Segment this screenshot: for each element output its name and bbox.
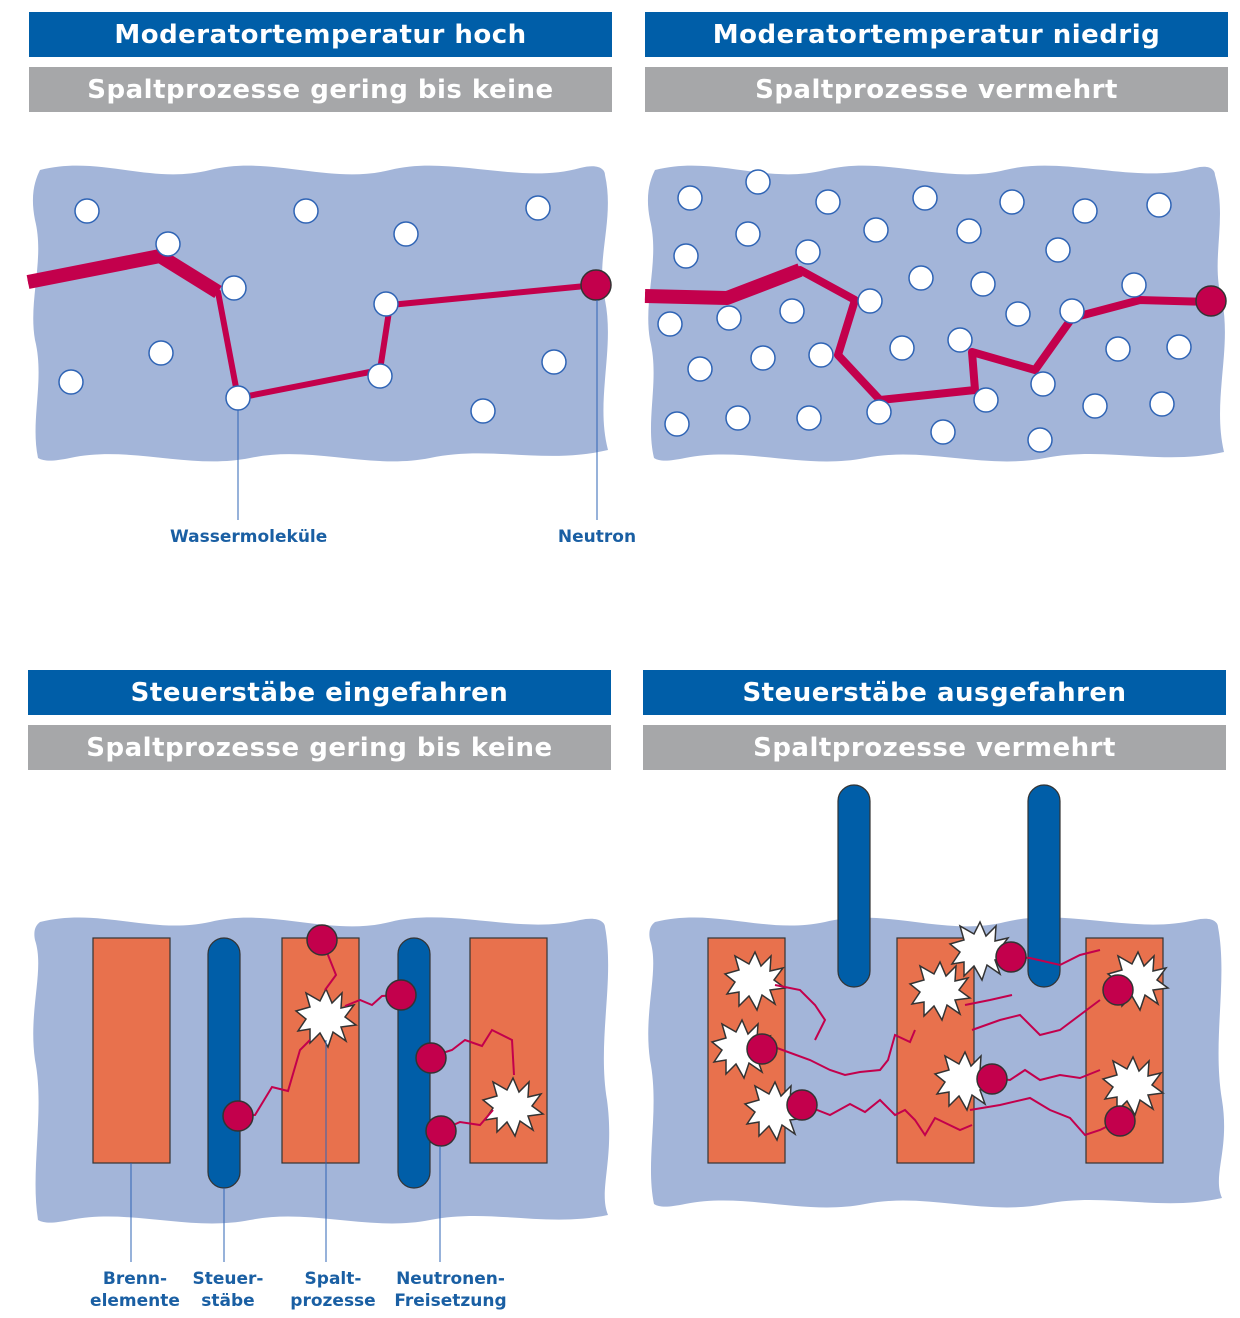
label-fission-line-2: prozesse [290, 1291, 376, 1311]
panel-title-top-right: Moderatortemperatur niedrig [645, 12, 1228, 57]
water-molecules-top-left [58, 195, 567, 424]
leader-lines-bottom-left [130, 1040, 441, 1262]
label-rods-line-2: stäbe [201, 1291, 255, 1311]
panel-subtitle-top-right: Spaltprozesse vermehrt [645, 67, 1228, 112]
control-rod [837, 784, 871, 988]
label-neutron-release: Neutronen- Freisetzung [388, 1268, 513, 1312]
control-rod [207, 937, 241, 1189]
neutrons-bottom-left [222, 924, 457, 1147]
label-release-line-2: Freisetzung [394, 1291, 507, 1311]
panel-subtitle-bottom-left: Spaltprozesse gering bis keine [28, 725, 611, 770]
fuel-element [469, 937, 548, 1164]
panel-title-bottom-left: Steuerstäbe eingefahren [28, 670, 611, 715]
label-neutron: Neutron [557, 527, 637, 547]
water-molecules-top-right [657, 169, 1192, 453]
label-release-line-1: Neutronen- [396, 1269, 505, 1289]
label-control-rods: Steuer- stäbe [188, 1268, 268, 1312]
panel-subtitle-top-left: Spaltprozesse gering bis keine [29, 67, 612, 112]
moderator-area-top-right [647, 165, 1225, 462]
neutron-top-left [580, 269, 612, 301]
panel-subtitle-bottom-right: Spaltprozesse vermehrt [643, 725, 1226, 770]
neutrons-bottom-right [746, 941, 1136, 1137]
label-fission-line-1: Spalt- [304, 1269, 362, 1289]
panel-title-bottom-right: Steuerstäbe ausgefahren [643, 670, 1226, 715]
label-rods-line-1: Steuer- [192, 1269, 264, 1289]
label-fuel-line-1: Brenn- [102, 1269, 168, 1289]
fuel-element [281, 937, 360, 1164]
label-fission: Spalt- prozesse [288, 1268, 378, 1312]
panel-title-top-left: Moderatortemperatur hoch [29, 12, 612, 57]
label-fuel-line-2: elemente [90, 1291, 180, 1311]
moderator-area-top-left [32, 165, 608, 462]
label-water-molecules: Wassermoleküle [170, 527, 328, 547]
label-fuel-elements: Brenn- elemente [80, 1268, 190, 1312]
neutron-top-right [1195, 285, 1227, 317]
fuel-element [92, 937, 171, 1164]
control-rod [1027, 784, 1061, 988]
